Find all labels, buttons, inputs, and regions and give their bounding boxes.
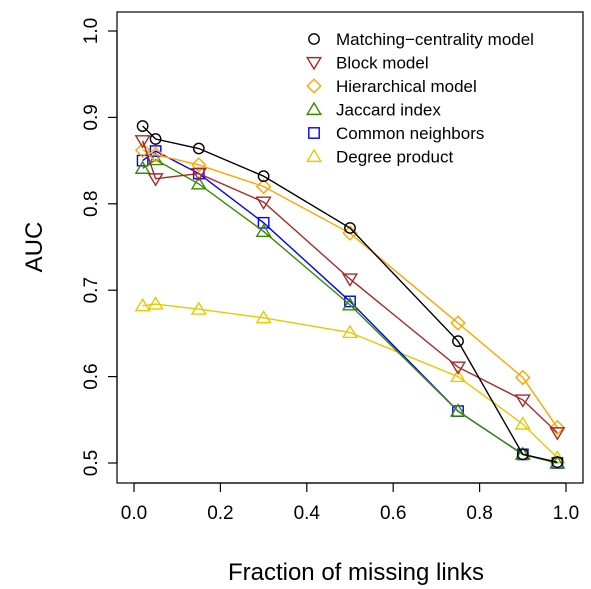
data-point (134, 297, 151, 312)
legend-label: Jaccard index (336, 101, 441, 120)
y-tick-label: 0.8 (81, 191, 102, 217)
data-point (449, 361, 467, 375)
x-tick-label: 0.2 (207, 503, 233, 524)
data-point (255, 309, 272, 324)
data-point (341, 324, 359, 339)
data-point (344, 222, 356, 234)
axis-layer: 0.0 0.2 0.4 0.6 0.8 1.0 0.5 0.6 0.7 0.8 0.9 1.0 (81, 18, 579, 524)
data-point (147, 296, 164, 310)
legend-marker (306, 78, 322, 94)
data-point (147, 146, 164, 163)
data-point (344, 295, 356, 308)
data-point (255, 178, 272, 195)
y-axis-title: AUC (21, 222, 48, 273)
x-tick-label: 0.6 (380, 503, 406, 524)
x-tick-label: 0.4 (294, 503, 321, 524)
series-line (142, 149, 558, 428)
legend-label: Matching−centrality model (336, 30, 534, 49)
x-tick-label: 1.0 (553, 503, 579, 524)
data-point (551, 456, 564, 469)
data-point (136, 154, 149, 167)
series-line (142, 125, 558, 463)
data-point (190, 176, 207, 190)
legend-label: Hierarchical model (336, 77, 477, 96)
data-point (147, 173, 164, 187)
data-point (255, 196, 272, 210)
data-point (341, 297, 359, 311)
legend-item: Block model (305, 54, 429, 73)
legend-label: Degree product (336, 148, 453, 167)
legend-item: Matching−centrality model (308, 30, 534, 49)
series-1 (134, 135, 566, 441)
legend-marker (305, 56, 323, 71)
data-point (257, 216, 270, 229)
y-tick-label: 0.5 (81, 450, 102, 476)
legend-marker (308, 33, 320, 45)
data-point (549, 427, 566, 441)
series-line (142, 158, 558, 464)
data-point (192, 142, 205, 155)
series-line (142, 303, 558, 459)
series-3 (134, 151, 566, 469)
data-point (516, 448, 529, 461)
legend-item: Degree product (305, 148, 453, 167)
series-layer (134, 120, 566, 469)
y-tick-label: 0.7 (81, 277, 102, 303)
series-line (141, 140, 558, 434)
legend-marker (308, 127, 320, 139)
data-point (450, 315, 466, 331)
series-5 (134, 296, 566, 464)
data-point (452, 335, 464, 348)
data-point (341, 273, 359, 287)
data-point (191, 157, 207, 173)
legend-marker (305, 101, 323, 116)
legend-item: Hierarchical model (306, 77, 477, 96)
data-point (136, 120, 149, 132)
y-tick-label: 1.0 (81, 18, 102, 44)
data-point (190, 167, 207, 182)
data-point (149, 145, 162, 157)
series-2 (134, 142, 566, 436)
data-point (449, 403, 467, 417)
data-point (134, 142, 151, 158)
data-point (514, 416, 531, 430)
series-0 (136, 120, 564, 469)
x-axis-title: Fraction of missing links (228, 559, 484, 586)
data-point (549, 419, 566, 436)
data-point (257, 170, 270, 183)
legend-marker (305, 148, 323, 163)
legend-item: Jaccard index (305, 101, 441, 120)
legend-label: Common neighbors (336, 124, 484, 143)
data-point (147, 151, 164, 166)
data-point (149, 133, 162, 145)
legend-item: Common neighbors (308, 124, 484, 143)
data-point (134, 160, 151, 174)
legend-label: Block model (336, 54, 429, 73)
data-point (134, 135, 151, 149)
y-tick-label: 0.9 (81, 104, 102, 130)
data-point (514, 394, 531, 408)
legend: Matching−centrality model Block model Hier… (305, 30, 534, 167)
x-tick-label: 0.8 (466, 503, 492, 524)
data-point (449, 368, 467, 383)
y-tick-label: 0.6 (81, 363, 102, 389)
data-point (515, 369, 531, 386)
data-point (190, 301, 207, 315)
data-point (255, 223, 272, 238)
x-tick-label: 0.0 (121, 503, 147, 524)
